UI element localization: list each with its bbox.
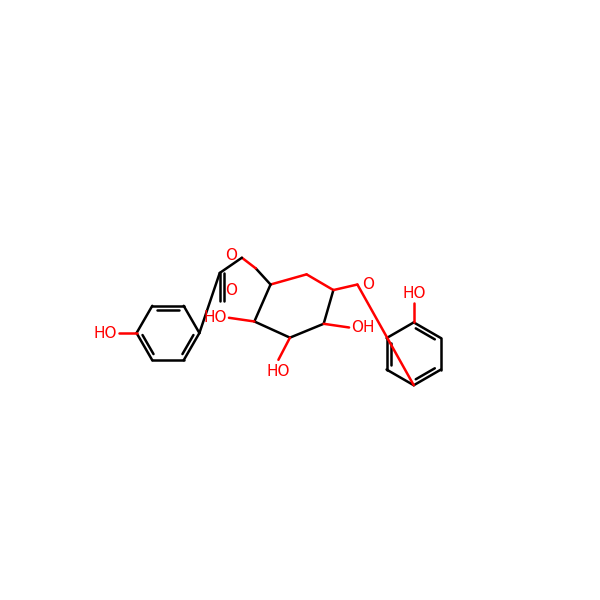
Text: HO: HO (402, 286, 425, 301)
Text: HO: HO (94, 326, 117, 341)
Text: OH: OH (351, 320, 374, 335)
Text: O: O (225, 248, 237, 263)
Text: HO: HO (203, 310, 227, 325)
Text: HO: HO (266, 364, 290, 379)
Text: O: O (225, 283, 237, 298)
Text: O: O (362, 277, 374, 292)
